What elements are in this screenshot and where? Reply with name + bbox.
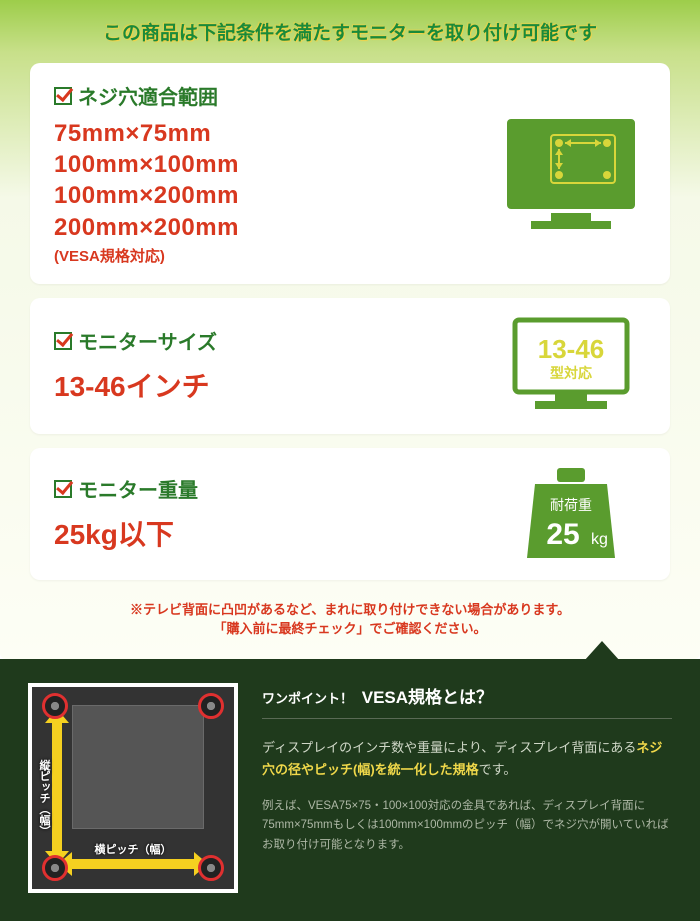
footnote-line: 「購入前に最終チェック」でご確認ください。 [213, 621, 486, 636]
section-title: モニター重量 [54, 474, 496, 503]
vesa-size: 200mm×200mm [54, 212, 496, 243]
vesa-para1: ディスプレイのインチ数や重量により、ディスプレイ背面にあるネジ穴の径やピッチ(幅… [262, 737, 672, 781]
svg-text:耐荷重: 耐荷重 [550, 497, 592, 513]
vesa-size: 100mm×200mm [54, 180, 496, 211]
footnote: ※テレビ背面に凸凹があるなど、まれに取り付けできない場合があります。 「購入前に… [30, 594, 670, 649]
vesa-holes-icon [496, 113, 646, 233]
spec-value: 13-46インチ [54, 365, 496, 405]
onepoint-label: ワンポイント！ [262, 691, 353, 706]
card-monitor-weight: モニター重量 25kg以下 耐荷重 25 kg [30, 448, 670, 580]
svg-text:13-46: 13-46 [538, 334, 605, 364]
pitch-label-horizontal: 横ピッチ（幅） [95, 841, 172, 857]
vesa-note: (VESA規格対応) [54, 245, 496, 266]
card-monitor-size: モニターサイズ 13-46インチ 13-46 型対応 [30, 298, 670, 434]
pitch-label-vertical: 縦ピッチ（幅） [36, 759, 52, 836]
check-icon [54, 332, 72, 350]
check-icon [54, 480, 72, 498]
card-content: モニターサイズ 13-46インチ [54, 326, 496, 405]
monitor-size-icon: 13-46 型対応 [496, 316, 646, 416]
vesa-explain-text: ワンポイント！ VESA規格とは？ ディスプレイのインチ数や重量により、ディスプ… [262, 683, 672, 893]
section-title-text: ネジ穴適合範囲 [78, 81, 218, 110]
screw-hole-marker [198, 855, 224, 881]
tv-back-diagram: 縦ピッチ（幅） 横ピッチ（幅） [28, 683, 238, 893]
page-title: この商品は下記条件を満たすモニターを取り付け可能です [30, 18, 670, 45]
tv-label-plate [72, 705, 204, 829]
spec-panel: この商品は下記条件を満たすモニターを取り付け可能です ネジ穴適合範囲 75mm×… [0, 0, 700, 659]
screw-hole-marker [42, 693, 68, 719]
check-icon [54, 87, 72, 105]
section-title: モニターサイズ [54, 326, 496, 355]
vesa-heading: ワンポイント！ VESA規格とは？ [262, 683, 672, 719]
vesa-question: VESA規格とは？ [362, 688, 493, 707]
screw-hole-marker [42, 855, 68, 881]
svg-text:25: 25 [546, 518, 579, 551]
vesa-size-list: 75mm×75mm 100mm×100mm 100mm×200mm 200mm×… [54, 118, 496, 266]
section-title: ネジ穴適合範囲 [54, 81, 496, 110]
vesa-explain-panel: 縦ピッチ（幅） 横ピッチ（幅） ワンポイント！ VESA規格とは？ ディスプレイ… [0, 659, 700, 921]
section-title-text: モニター重量 [78, 474, 198, 503]
card-content: ネジ穴適合範囲 75mm×75mm 100mm×100mm 100mm×200m… [54, 81, 496, 266]
spec-value: 25kg以下 [54, 513, 496, 553]
footnote-line: ※テレビ背面に凸凹があるなど、まれに取り付けできない場合があります。 [130, 602, 570, 617]
weight-icon: 耐荷重 25 kg [496, 466, 646, 562]
screw-hole-marker [198, 693, 224, 719]
vesa-size: 100mm×100mm [54, 149, 496, 180]
vesa-size: 75mm×75mm [54, 118, 496, 149]
card-content: モニター重量 25kg以下 [54, 474, 496, 553]
vesa-para2: 例えば、VESA75×75・100×100対応の金具であれば、ディスプレイ背面に… [262, 797, 672, 856]
section-title-text: モニターサイズ [78, 326, 217, 355]
horizontal-pitch-arrow [70, 859, 196, 869]
vertical-pitch-arrow [52, 721, 62, 853]
svg-text:kg: kg [591, 531, 608, 548]
card-screw-holes: ネジ穴適合範囲 75mm×75mm 100mm×100mm 100mm×200m… [30, 63, 670, 284]
svg-text:型対応: 型対応 [550, 365, 592, 381]
